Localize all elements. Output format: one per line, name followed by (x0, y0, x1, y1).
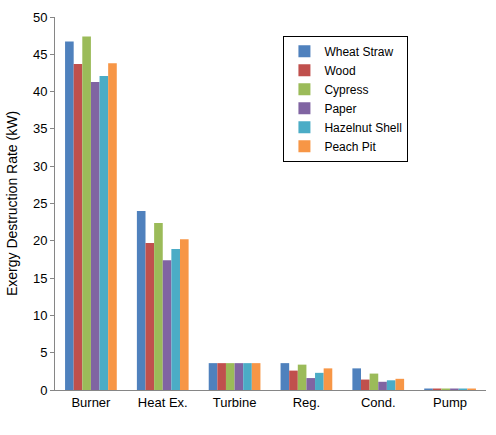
svg-text:Reg.: Reg. (293, 395, 320, 410)
svg-text:0: 0 (40, 383, 47, 398)
svg-text:45: 45 (33, 47, 47, 62)
svg-text:Paper: Paper (324, 102, 356, 116)
svg-text:25: 25 (33, 196, 47, 211)
svg-text:Exergy Destruction Rate (kW): Exergy Destruction Rate (kW) (4, 111, 20, 296)
svg-text:5: 5 (40, 345, 47, 360)
svg-text:50: 50 (33, 10, 47, 25)
svg-text:40: 40 (33, 84, 47, 99)
svg-text:20: 20 (33, 233, 47, 248)
svg-text:Heat Ex.: Heat Ex. (138, 395, 188, 410)
svg-text:Wheat Straw: Wheat Straw (324, 45, 393, 59)
svg-text:10: 10 (33, 308, 47, 323)
svg-text:Burner: Burner (71, 395, 111, 410)
svg-text:Wood: Wood (324, 64, 355, 78)
svg-text:Cond.: Cond. (361, 395, 396, 410)
svg-text:Cypress: Cypress (324, 83, 368, 97)
svg-text:Pump: Pump (433, 395, 467, 410)
svg-text:Turbine: Turbine (213, 395, 257, 410)
svg-text:35: 35 (33, 121, 47, 136)
svg-text:15: 15 (33, 271, 47, 286)
svg-text:Hazelnut Shell: Hazelnut Shell (324, 121, 401, 135)
svg-text:Peach Pit: Peach Pit (324, 140, 376, 154)
svg-text:30: 30 (33, 159, 47, 174)
